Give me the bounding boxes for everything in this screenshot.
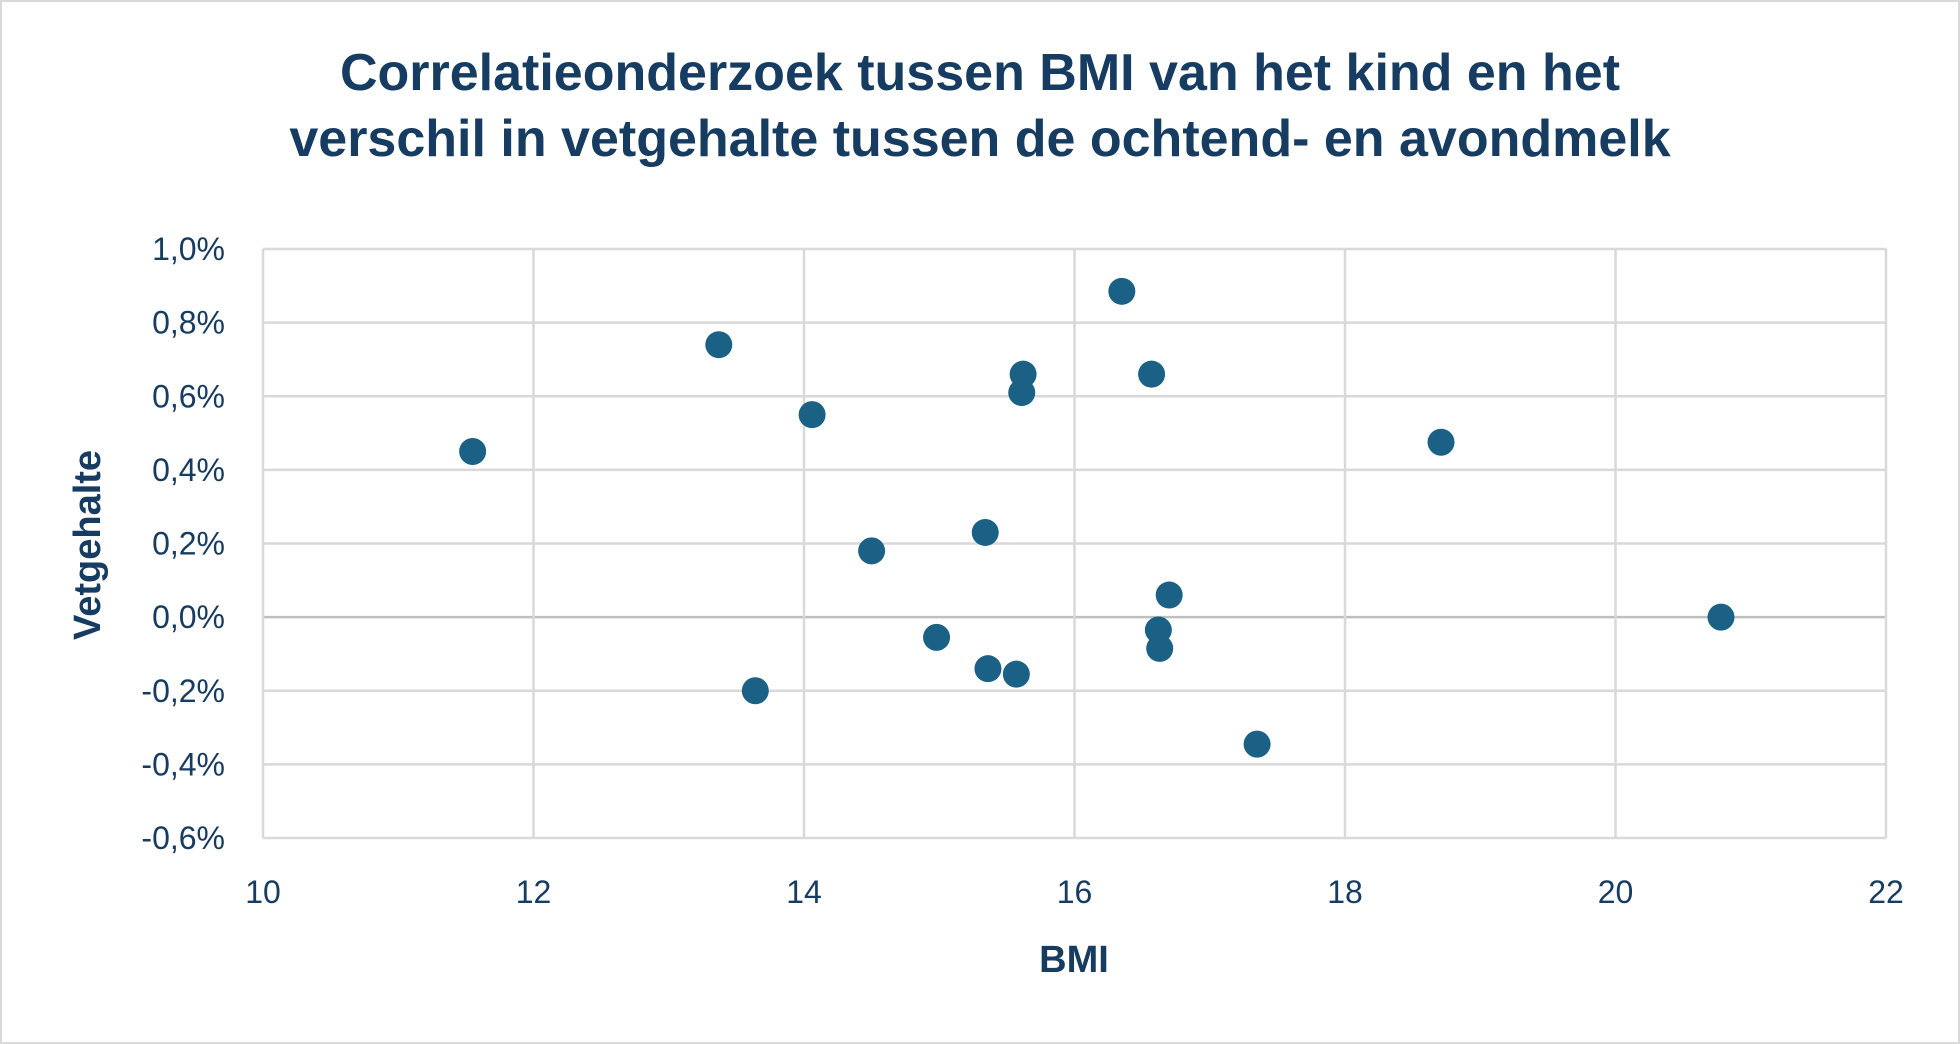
grid-layer: [261, 247, 1888, 840]
data-point: [923, 623, 951, 651]
chart-title-line-2: verschil in vetgehalte tussen de ochtend…: [289, 110, 1671, 168]
data-point: [1108, 277, 1136, 305]
x-tick-label: 22: [1868, 874, 1904, 910]
chart-title: Correlatieonderzoek tussen BMI van het k…: [0, 40, 1960, 172]
y-tick-label: 1,0%: [152, 231, 225, 267]
x-tick-label: 12: [516, 874, 552, 910]
y-tick-label: 0,2%: [152, 526, 225, 562]
x-tick-label: 20: [1598, 874, 1634, 910]
y-tick-label: -0,4%: [141, 746, 225, 782]
y-tick-label: 0,0%: [152, 599, 225, 635]
data-point: [1009, 360, 1037, 388]
data-point: [974, 655, 1002, 683]
y-tick-labels: 1,0% 0,8% 0,6% 0,4% 0,2% 0,0% -0,2% -0,4% -0,6%: [141, 231, 225, 856]
x-tick-labels: 10 12 14 16 18 20 22: [245, 874, 1904, 910]
chart-title-line-1: Correlatieonderzoek tussen BMI van het k…: [339, 44, 1621, 102]
data-point: [705, 331, 733, 359]
data-point: [741, 677, 769, 705]
y-tick-label: -0,6%: [141, 820, 225, 856]
y-tick-label: 0,4%: [152, 452, 225, 488]
y-tick-label: 0,6%: [152, 378, 225, 414]
data-point: [1427, 428, 1455, 456]
data-point: [459, 437, 487, 465]
data-point: [1243, 730, 1271, 758]
data-point: [1707, 603, 1735, 631]
x-tick-label: 14: [786, 874, 822, 910]
data-point: [1138, 360, 1166, 388]
data-point: [798, 401, 826, 429]
x-axis-title: BMI: [1039, 939, 1109, 981]
y-tick-label: -0,2%: [141, 673, 225, 709]
x-tick-label: 18: [1327, 874, 1363, 910]
x-tick-label: 10: [245, 874, 281, 910]
data-point: [971, 518, 999, 546]
data-point: [858, 537, 886, 565]
data-point: [1155, 581, 1183, 609]
data-point: [1002, 660, 1030, 688]
y-axis-title: Vetgehalte: [67, 450, 109, 640]
x-tick-label: 16: [1057, 874, 1093, 910]
data-point: [1146, 634, 1174, 662]
data-points: [459, 277, 1735, 758]
y-tick-label: 0,8%: [152, 305, 225, 341]
